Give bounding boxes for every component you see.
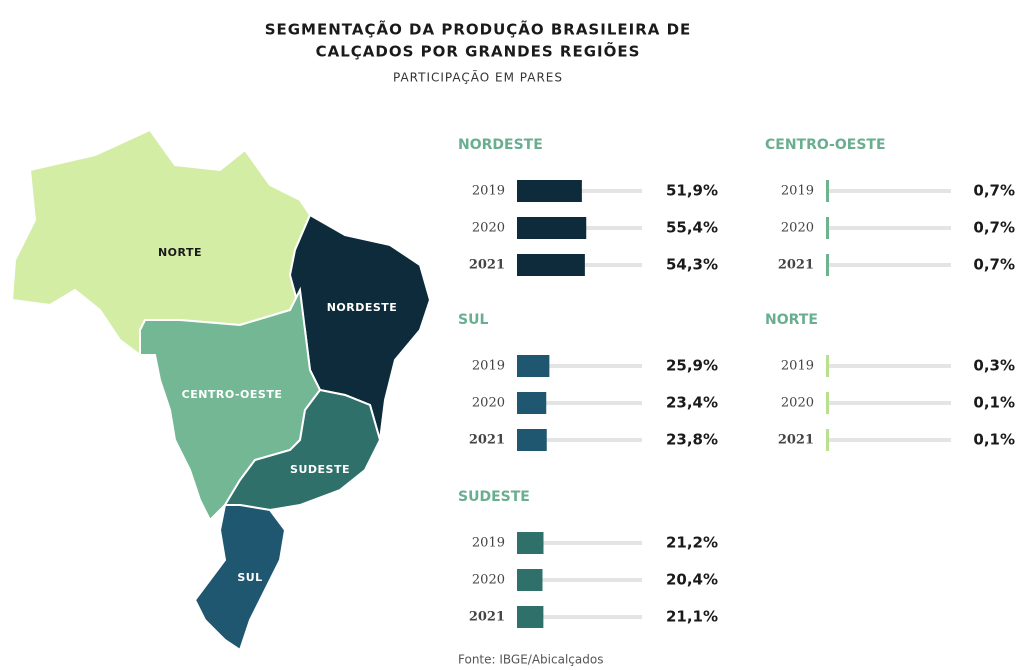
panel-title: SUDESTE (458, 489, 530, 505)
panel-title: NORTE (765, 312, 818, 328)
value-label: 0,7% (973, 256, 1015, 274)
bar (826, 355, 829, 377)
panel-title: SUL (458, 312, 488, 328)
year-label: 2021 (778, 433, 814, 448)
subtitle: PARTICIPAÇÃO EM PARES (393, 70, 563, 85)
panel-title: CENTRO-OESTE (765, 137, 886, 153)
year-label: 2020 (781, 221, 814, 236)
value-label: 0,7% (973, 182, 1015, 200)
year-label: 2021 (469, 610, 505, 625)
bar-track (826, 438, 951, 442)
region-label: SUDESTE (290, 463, 350, 476)
value-label: 25,9% (666, 357, 718, 375)
bar (826, 392, 829, 414)
bar-track (517, 615, 642, 619)
value-label: 21,2% (666, 534, 718, 552)
bar (826, 254, 829, 276)
region-label: NORTE (158, 246, 202, 259)
bar-track (826, 226, 951, 230)
value-label: 51,9% (666, 182, 718, 200)
value-label: 20,4% (666, 571, 718, 589)
year-label: 2019 (781, 359, 814, 374)
value-label: 21,1% (666, 608, 718, 626)
year-label: 2020 (472, 573, 505, 588)
bar (517, 355, 550, 377)
bar-track (517, 541, 642, 545)
value-label: 55,4% (666, 219, 718, 237)
year-label: 2020 (472, 221, 505, 236)
panel-title: NORDESTE (458, 137, 543, 153)
year-label: 2019 (472, 359, 505, 374)
value-label: 0,7% (973, 219, 1015, 237)
value-label: 0,1% (973, 431, 1015, 449)
value-label: 23,4% (666, 394, 718, 412)
year-label: 2019 (472, 184, 505, 199)
region-label: CENTRO-OESTE (182, 388, 283, 401)
year-label: 2020 (781, 396, 814, 411)
bar (517, 392, 547, 414)
bar (517, 429, 547, 451)
region-sul (193, 504, 287, 652)
value-label: 54,3% (666, 256, 718, 274)
source: Fonte: IBGE/Abicalçados (458, 653, 603, 667)
bar (826, 429, 829, 451)
bar-track (517, 578, 642, 582)
bar (517, 180, 582, 202)
bar-track (826, 263, 951, 267)
bar (826, 180, 829, 202)
year-label: 2021 (469, 433, 505, 448)
map (10, 128, 432, 652)
title: CALÇADOS POR GRANDES REGIÕES (316, 42, 641, 61)
bar-track (826, 364, 951, 368)
bar-track (517, 401, 642, 405)
bar-track (517, 364, 642, 368)
bar (517, 217, 587, 239)
value-label: 0,3% (973, 357, 1015, 375)
year-label: 2021 (778, 258, 814, 273)
bar (826, 217, 829, 239)
value-label: 0,1% (973, 394, 1015, 412)
bar (517, 254, 585, 276)
region-label: NORDESTE (327, 301, 398, 314)
year-label: 2021 (469, 258, 505, 273)
bar-track (826, 189, 951, 193)
bar (517, 606, 544, 628)
value-label: 23,8% (666, 431, 718, 449)
bar-track (517, 438, 642, 442)
title: SEGMENTAÇÃO DA PRODUÇÃO BRASILEIRA DE (265, 20, 692, 39)
region-label: SUL (237, 571, 262, 584)
year-label: 2019 (472, 536, 505, 551)
bar-track (826, 401, 951, 405)
year-label: 2019 (781, 184, 814, 199)
bar (517, 569, 543, 591)
bar (517, 532, 544, 554)
year-label: 2020 (472, 396, 505, 411)
